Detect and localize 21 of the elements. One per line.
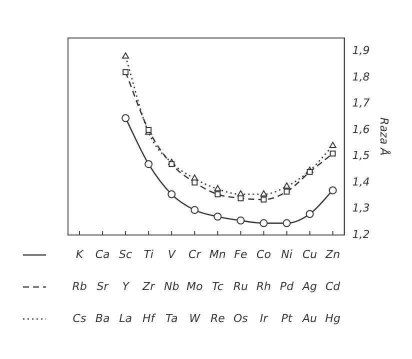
category-label: Mn Tc Re [209, 248, 226, 325]
y-tick-label: 1,3 [352, 202, 370, 215]
category-label: Ti Zr Hf [142, 248, 155, 325]
y-tick-label: 1,4 [352, 175, 370, 188]
category-label: Co Rh Ir [256, 248, 272, 325]
category-label: V Nb Ta [164, 248, 180, 325]
category-label: Fe Ru Os [233, 248, 248, 325]
y-tick-label: 1,7 [352, 96, 370, 110]
category-label: Zn Cd Hg [325, 248, 340, 325]
y-axis-title: Raza Å [378, 118, 392, 156]
y-tick-label: 1,8 [352, 70, 370, 84]
category-label: K Rb Cs [72, 248, 87, 325]
category-label: Sc Y La [119, 248, 132, 325]
y-tick-label: 1,2 [352, 228, 370, 241]
category-label: Ni Pd Pt [280, 248, 294, 325]
category-label: Ca Sr Ba [95, 248, 110, 325]
y-tick-label: 1,5 [352, 149, 370, 162]
category-label: Cr Mo W [186, 248, 203, 325]
category-label: Cu Ag Au [302, 248, 318, 325]
y-tick-label: 1,9 [352, 44, 370, 57]
y-tick-label: 1,6 [352, 122, 370, 136]
